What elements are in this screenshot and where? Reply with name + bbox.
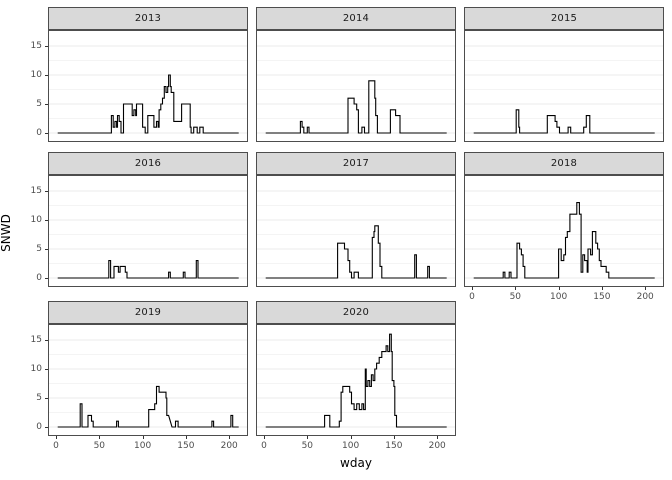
facet-panel-2017 — [256, 175, 456, 287]
y-tick-mark — [45, 398, 48, 399]
x-tick-mark — [350, 436, 352, 439]
x-tick-label: 50 — [93, 441, 106, 451]
x-tick-label: 0 — [261, 441, 267, 451]
y-tick-label: 5 — [36, 244, 42, 254]
y-tick-label: 15 — [30, 335, 42, 345]
x-tick-label: 100 — [342, 441, 360, 451]
y-tick-label: 0 — [36, 128, 42, 138]
facet-strip-label: 2018 — [550, 158, 578, 169]
panel-border — [48, 30, 248, 142]
x-tick-label: 100 — [134, 441, 152, 451]
facet-strip-2016: 2016 — [48, 152, 248, 175]
x-tick-mark — [142, 436, 144, 439]
x-tick-label: 200 — [428, 441, 446, 451]
x-tick-mark — [185, 436, 187, 439]
facet-strip-label: 2013 — [134, 13, 162, 24]
y-tick-mark — [45, 249, 48, 250]
x-tick-mark — [56, 436, 57, 439]
y-tick-mark — [45, 220, 48, 221]
y-tick-mark — [45, 191, 48, 192]
x-tick-mark — [558, 287, 560, 290]
x-tick-mark — [99, 436, 101, 439]
panel-border — [48, 324, 248, 436]
panel-border — [256, 30, 456, 142]
y-tick-mark — [45, 369, 48, 370]
y-tick-label: 15 — [30, 186, 42, 196]
x-tick-mark — [393, 436, 395, 439]
y-tick-label: 0 — [36, 422, 42, 432]
x-tick-label: 150 — [593, 292, 611, 302]
facet-strip-label: 2017 — [342, 158, 370, 169]
y-tick-mark — [45, 75, 48, 76]
x-tick-label: 0 — [53, 441, 59, 451]
facet-strip-2014: 2014 — [256, 7, 456, 30]
x-tick-label: 150 — [385, 441, 403, 451]
snwd-line-2016 — [57, 260, 239, 279]
facet-panel-2016 — [48, 175, 248, 287]
snwd-line-2017 — [265, 225, 447, 279]
snwd-line-2019 — [57, 385, 239, 428]
panel-border — [464, 30, 664, 142]
x-tick-label: 150 — [177, 441, 195, 451]
y-tick-mark — [45, 427, 48, 428]
y-tick-label: 0 — [36, 273, 42, 283]
x-tick-mark — [437, 436, 439, 439]
facet-strip-label: 2014 — [342, 13, 370, 24]
panel-border — [256, 175, 456, 287]
x-tick-label: 50 — [301, 441, 314, 451]
facet-panel-2018 — [464, 175, 664, 287]
y-tick-label: 10 — [30, 70, 42, 80]
y-tick-mark — [45, 133, 48, 134]
snwd-line-2020 — [265, 333, 447, 428]
facet-panel-2020 — [256, 324, 456, 436]
facet-strip-2019: 2019 — [48, 301, 248, 324]
x-tick-label: 50 — [509, 292, 522, 302]
y-tick-label: 10 — [30, 215, 42, 225]
x-tick-mark — [601, 287, 603, 290]
y-axis-title: SNWD — [0, 214, 13, 252]
facet-strip-label: 2016 — [134, 158, 162, 169]
x-tick-mark — [515, 287, 517, 290]
facet-strip-2015: 2015 — [464, 7, 664, 30]
x-tick-label: 200 — [220, 441, 238, 451]
x-tick-mark — [472, 287, 473, 290]
y-tick-label: 5 — [36, 393, 42, 403]
facet-strip-label: 2015 — [550, 13, 578, 24]
x-tick-mark — [645, 287, 647, 290]
facet-strip-2020: 2020 — [256, 301, 456, 324]
snwd-line-2015 — [473, 109, 655, 134]
y-tick-mark — [45, 278, 48, 279]
y-tick-label: 15 — [30, 41, 42, 51]
facet-strip-label: 2019 — [134, 307, 162, 318]
x-tick-label: 0 — [469, 292, 475, 302]
panel-border — [256, 324, 456, 436]
facet-panel-2013 — [48, 30, 248, 142]
x-tick-label: 200 — [636, 292, 654, 302]
facet-strip-label: 2020 — [342, 307, 370, 318]
facet-panel-2019 — [48, 324, 248, 436]
y-tick-label: 10 — [30, 364, 42, 374]
x-tick-mark — [307, 436, 309, 439]
facet-strip-2017: 2017 — [256, 152, 456, 175]
facet-panel-2015 — [464, 30, 664, 142]
facet-strip-2018: 2018 — [464, 152, 664, 175]
facet-panel-2014 — [256, 30, 456, 142]
y-tick-mark — [45, 104, 48, 105]
snwd-line-2014 — [265, 80, 447, 134]
y-tick-label: 5 — [36, 99, 42, 109]
y-tick-mark — [45, 340, 48, 341]
y-tick-mark — [45, 46, 48, 47]
x-tick-label: 100 — [550, 292, 568, 302]
x-tick-mark — [229, 436, 231, 439]
panel-border — [48, 175, 248, 287]
x-axis-title: wday — [340, 456, 372, 470]
snwd-line-2013 — [57, 74, 239, 134]
x-tick-mark — [264, 436, 265, 439]
facet-strip-2013: 2013 — [48, 7, 248, 30]
panel-border — [464, 175, 664, 287]
snwd-line-2018 — [473, 202, 655, 279]
